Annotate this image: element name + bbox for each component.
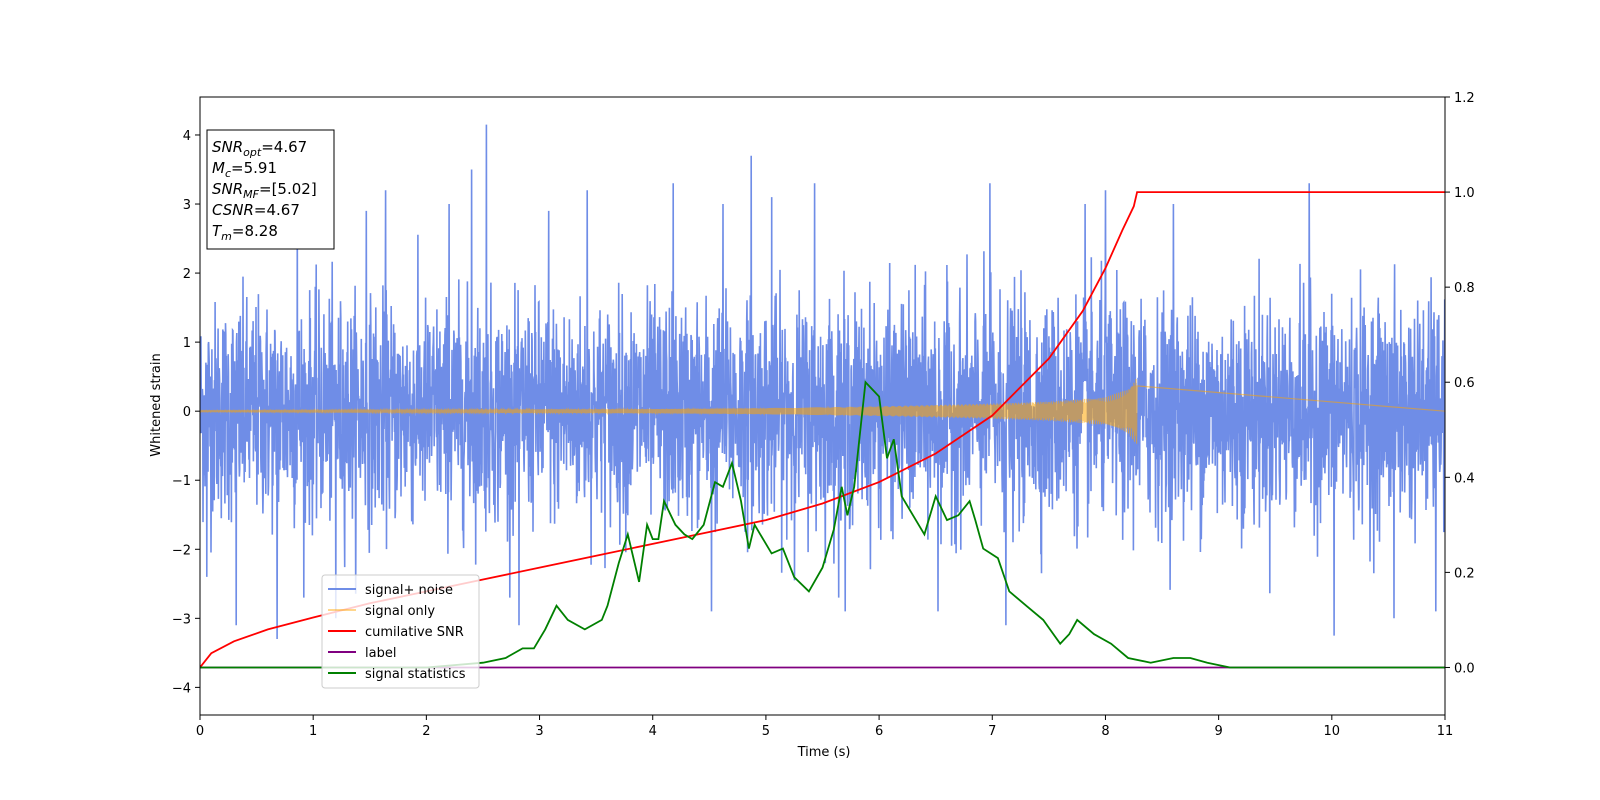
plot-frame [199, 96, 1446, 716]
x-tick-label: 11 [1437, 724, 1454, 739]
legend-label: signal+ noise [365, 583, 453, 598]
x-tick-label: 8 [1101, 724, 1109, 739]
x-axis-title: Time (s) [797, 745, 851, 760]
series-line-signal-statistics [200, 380, 1445, 669]
y2-tick-label: 1.0 [1454, 186, 1475, 201]
series-line-cumilative-snr [200, 191, 1445, 669]
annotation-line: SNRopt=4.67 [212, 138, 307, 159]
series-line-signal-noise [200, 124, 1445, 640]
x-tick-label: 4 [649, 724, 657, 739]
y2-tick-label: 0.8 [1454, 281, 1475, 296]
legend-label: cumilative SNR [365, 625, 464, 640]
y-tick-label: −3 [172, 612, 191, 627]
legend: signal+ noise signal only cumilative SNR la… [321, 574, 480, 689]
annotation-line: CSNR=4.67 [212, 201, 300, 219]
y2-tick-label: 1.2 [1454, 91, 1475, 106]
x-tick-label: 0 [196, 724, 204, 739]
x-tick-label: 5 [762, 724, 770, 739]
legend-label: signal statistics [365, 667, 466, 682]
legend-label: signal only [365, 604, 435, 619]
y2-tick-label: 0.0 [1454, 661, 1475, 676]
y-tick-label: 3 [183, 198, 191, 213]
legend-box [321, 574, 480, 689]
x-tick-label: 7 [988, 724, 996, 739]
axes: 0 1 2 3 4 5 6 7 8 9 10 11 −4 −3 −2 −1 0 1 2 3 4 0.0 0.2 0.4 0.6 0… [172, 91, 1475, 739]
y-tick-label: 1 [183, 336, 191, 351]
y-axis-title: Whitened strain [149, 353, 164, 456]
x-tick-label: 3 [535, 724, 543, 739]
x-tick-label: 1 [309, 724, 317, 739]
annotation-box [206, 129, 335, 250]
y-tick-label: 0 [183, 405, 191, 420]
y2-tick-label: 0.6 [1454, 376, 1475, 391]
series-line-signal-only [200, 378, 1445, 444]
x-tick-label: 6 [875, 724, 883, 739]
y2-tick-label: 0.4 [1454, 471, 1475, 486]
x-tick-label: 9 [1214, 724, 1222, 739]
x-tick-label: 10 [1324, 724, 1341, 739]
y-tick-label: −1 [172, 474, 191, 489]
y2-tick-label: 0.2 [1454, 566, 1475, 581]
y-tick-label: 2 [183, 267, 191, 282]
x-tick-label: 2 [422, 724, 430, 739]
legend-label: label [365, 646, 396, 661]
annotation-line: Tm=8.28 [212, 222, 278, 243]
annotation-line: Mc=5.91 [212, 159, 277, 180]
y-tick-label: −2 [172, 543, 191, 558]
y-tick-label: 4 [183, 129, 191, 144]
annotation-line: SNRMF=[5.02] [212, 180, 317, 201]
y-tick-label: −4 [172, 681, 191, 696]
